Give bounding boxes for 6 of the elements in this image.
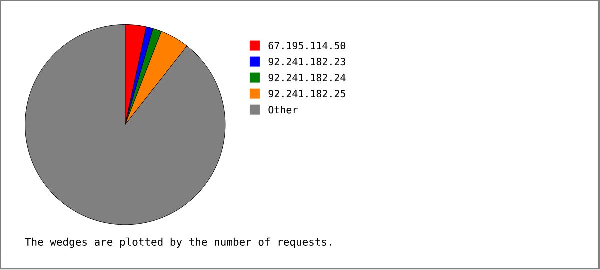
legend-label: 92.241.182.25 (268, 90, 346, 98)
text: The wedges are plotted by the number of requests. (25, 238, 332, 248)
legend-label: Other (268, 106, 298, 114)
legend-label: 92.241.182.23 (268, 58, 346, 66)
legend-label: 67.195.114.50 (268, 42, 346, 50)
legend-label: 92.241.182.24 (268, 74, 346, 82)
